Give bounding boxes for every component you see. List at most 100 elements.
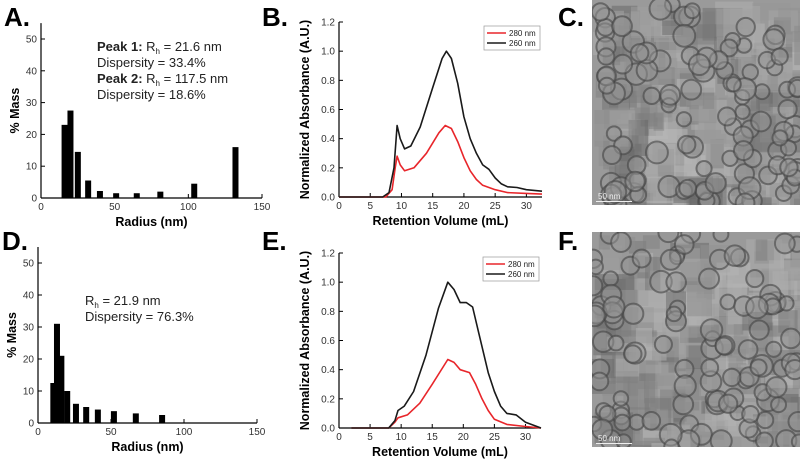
nanoparticle [592, 258, 604, 276]
nanoparticle [765, 376, 788, 399]
x-tick-label: 0 [336, 201, 342, 212]
nanoparticle [719, 38, 739, 58]
panel-label-e: E. [262, 226, 287, 256]
y-tick-label: 0.2 [321, 163, 335, 174]
histogram-bar [83, 407, 90, 423]
nanoparticle [665, 305, 683, 323]
texture-patch [646, 200, 687, 205]
texture-patch [778, 310, 798, 333]
x-axis-label: Retention Volume (mL) [373, 214, 509, 228]
x-tick-label: 10 [396, 432, 408, 443]
nanoparticle [704, 172, 727, 195]
nanoparticle [771, 129, 789, 147]
nanoparticle [659, 248, 682, 271]
histogram-bar [50, 383, 57, 423]
nanoparticle [687, 53, 711, 77]
scale-bar [596, 443, 632, 444]
nanoparticle [611, 15, 633, 38]
histogram-bar [85, 180, 92, 198]
x-tick-label: 30 [520, 432, 532, 443]
nanoparticle [592, 275, 604, 297]
series-line-260-nm [351, 281, 542, 429]
nanoparticle [723, 244, 747, 267]
y-tick-label: 40 [23, 291, 35, 302]
texture-patch [755, 239, 768, 261]
x-axis-label: Retention Volume (mL) [372, 445, 508, 459]
nanoparticle [719, 293, 737, 311]
tem-micrograph-c: 50 nm [592, 0, 800, 205]
nanoparticle [734, 192, 756, 205]
y-tick-label: 1.2 [321, 18, 335, 29]
nanoparticle [699, 318, 724, 342]
nanoparticle [734, 103, 751, 120]
nanoparticle [737, 339, 759, 360]
texture-patch [672, 109, 710, 121]
x-tick-label: 20 [458, 201, 470, 212]
y-tick-label: 40 [26, 66, 38, 77]
annotation-line: Dispersity = 76.3% [85, 309, 194, 324]
histogram-bar [133, 193, 140, 198]
nanoparticle [613, 413, 632, 432]
texture-patch [741, 431, 753, 447]
annotation-text: Dispersity = 33.4% [97, 55, 206, 70]
y-tick-label: 0 [28, 419, 34, 430]
x-axis-label: Radius (nm) [115, 215, 187, 229]
nanoparticle [722, 367, 742, 388]
nanoparticle [602, 295, 626, 319]
histogram-bar [132, 413, 139, 423]
nanoparticle [787, 410, 800, 433]
legend-label: 280 nm [508, 260, 535, 269]
nanoparticle [644, 140, 669, 165]
y-tick-label: 0.2 [321, 394, 335, 405]
series-line-260-nm [339, 50, 543, 198]
nanoparticle [641, 411, 662, 431]
y-tick-label: 0.8 [321, 76, 335, 87]
x-tick-label: 100 [176, 427, 193, 438]
nanoparticle [597, 76, 616, 95]
nanoparticle [622, 302, 645, 325]
histogram-bar [58, 355, 65, 423]
nanoparticle [623, 344, 643, 364]
nanoparticle [607, 334, 625, 352]
nanoparticle [745, 295, 769, 320]
histogram-bar [53, 323, 60, 423]
histogram-bar [67, 110, 74, 198]
nanoparticle [755, 431, 774, 447]
nanoparticle [665, 271, 687, 293]
nanoparticle [610, 232, 632, 253]
x-axis-label: Radius (nm) [111, 440, 183, 454]
nanoparticle [753, 83, 771, 101]
annotation-line: Peak 2: Rh = 117.5 nm [97, 71, 228, 88]
series-line-280-nm [351, 358, 542, 429]
nanoparticle [602, 270, 619, 287]
y-tick-label: 0.4 [321, 365, 335, 376]
nanoparticle [695, 159, 713, 178]
x-tick-label: 25 [490, 201, 502, 212]
histogram-bar [191, 183, 198, 198]
nanoparticle [678, 178, 698, 198]
nanoparticle [592, 304, 606, 328]
nanoparticle [698, 267, 721, 290]
nanoparticle [653, 334, 673, 354]
legend-box [483, 25, 541, 51]
nanoparticle [773, 232, 796, 255]
texture-patch [642, 235, 660, 249]
legend-label: 260 nm [509, 39, 536, 48]
nanoparticle [612, 53, 634, 75]
x-tick-label: 0 [35, 427, 41, 438]
nanoparticle [780, 327, 800, 350]
nanoparticle [629, 43, 650, 63]
nanoparticle [741, 404, 760, 424]
nanoparticle [777, 98, 798, 120]
annotation-bold: Peak 2: [97, 71, 143, 86]
x-tick-label: 15 [427, 201, 439, 212]
texture-patch [770, 344, 781, 372]
texture-patch [625, 444, 665, 447]
y-tick-label: 30 [23, 323, 35, 334]
series-line-280-nm [339, 124, 543, 198]
texture-patch [626, 407, 651, 418]
nanoparticle [592, 2, 611, 22]
scale-bar-label: 50 nm [598, 434, 621, 443]
texture-patch [644, 373, 656, 404]
